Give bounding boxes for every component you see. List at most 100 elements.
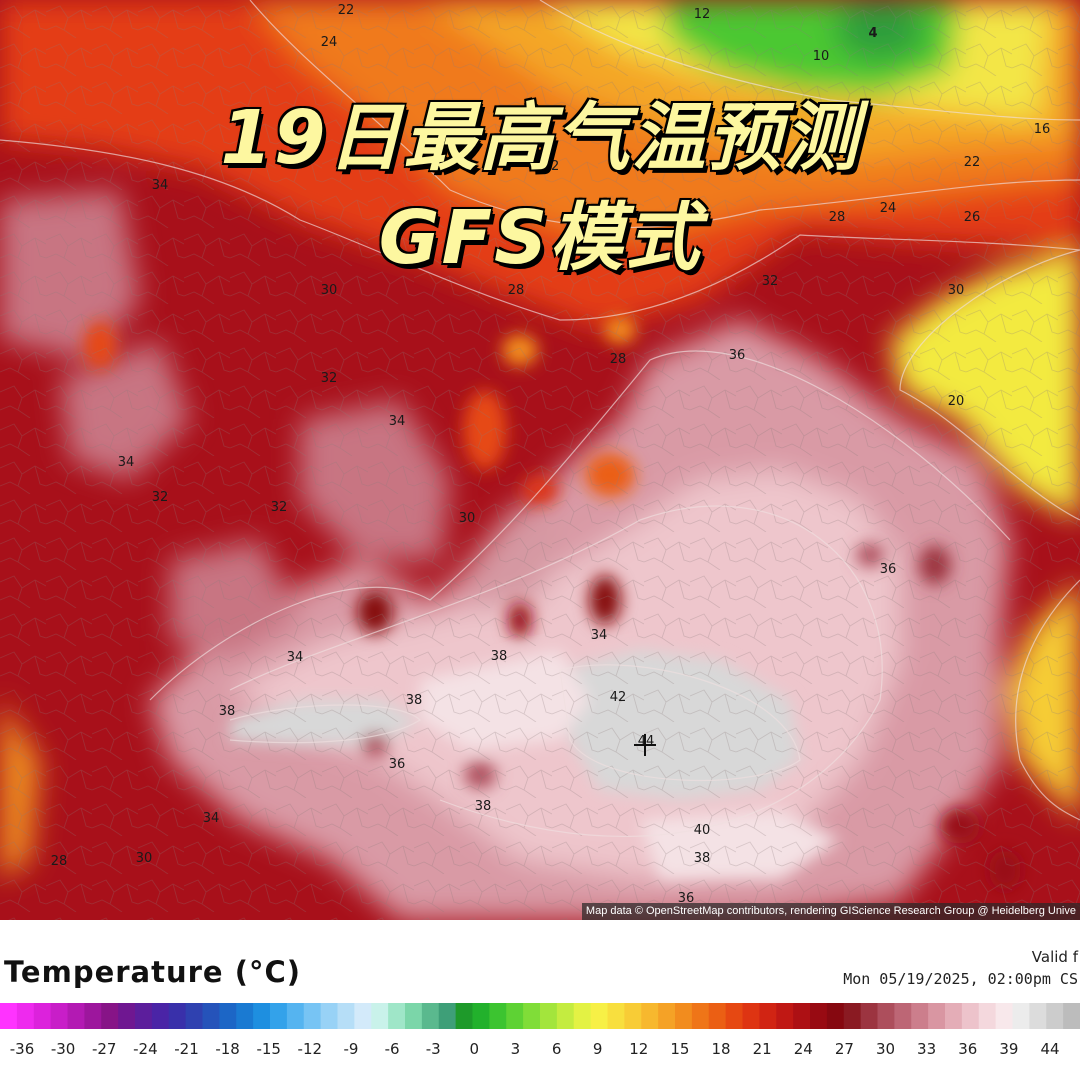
map-attribution[interactable]: Map data © OpenStreetMap contributors, r… (581, 903, 1080, 920)
color-scale-tick-label: -6 (384, 1040, 400, 1058)
contour-label: 24 (880, 201, 897, 216)
color-scale-swatch (658, 1003, 676, 1029)
color-scale-swatch (455, 1003, 474, 1029)
color-scale-swatch (50, 1003, 69, 1029)
color-scale-tick-label: -21 (174, 1040, 199, 1058)
contour-lines (0, 0, 1080, 837)
color-scale-swatch (320, 1003, 339, 1029)
map-title-line-1: 19日最高气温预测 (220, 95, 860, 181)
contour-label: 28 (51, 854, 68, 869)
contour-label: 30 (321, 283, 338, 298)
color-scale-swatch (337, 1003, 355, 1029)
color-scale-tick-label: -15 (256, 1040, 281, 1058)
color-scale-swatch (826, 1003, 845, 1029)
color-scale-swatch (573, 1003, 592, 1029)
color-scale-swatch (911, 1003, 929, 1029)
color-scale-swatch (135, 1003, 153, 1029)
contour-label: 30 (459, 511, 476, 526)
color-scale-swatch (219, 1003, 237, 1029)
color-scale-tick-label: 39 (999, 1040, 1019, 1058)
color-scale-swatch (354, 1003, 372, 1029)
contour-label: 34 (203, 811, 220, 826)
contour-label: 34 (389, 414, 406, 429)
color-scale-swatch (523, 1003, 541, 1029)
contour-label: 38 (491, 649, 508, 664)
contour-label: 30 (948, 283, 965, 298)
color-scale-swatch (641, 1003, 659, 1029)
color-scale-tick-label: 44 (1040, 1040, 1060, 1058)
color-scale-tick-label: -27 (91, 1040, 117, 1058)
contour-label: 34 (591, 628, 608, 643)
contour-label: 38 (406, 693, 423, 708)
color-scale-tick-label: 18 (711, 1040, 731, 1058)
color-scale-swatch (371, 1003, 389, 1029)
color-scale-bar (0, 1003, 1080, 1029)
color-scale-swatch (67, 1003, 85, 1029)
contour-label: 40 (694, 823, 711, 838)
color-scale-swatch (843, 1003, 862, 1029)
color-scale-tick-label: 15 (670, 1040, 690, 1058)
contour-label: 36 (389, 757, 406, 772)
color-scale-swatch (590, 1003, 609, 1029)
color-scale-swatch (928, 1003, 946, 1029)
contour-label: 38 (475, 799, 492, 814)
valid-time-value: Mon 05/19/2025, 02:00pm CS (843, 970, 1078, 988)
color-scale-tick-label: 12 (629, 1040, 649, 1058)
color-scale-swatch (388, 1003, 406, 1029)
contour-label: 36 (678, 891, 695, 906)
map-canvas: 22 24 12 10 4 16 22 22 28 24 26 34 30 28 32 30 28 36 32 20 3… (0, 0, 1080, 920)
valid-time-label: Valid f (1031, 948, 1078, 966)
contour-label: 24 (321, 35, 338, 50)
contour-label: 34 (118, 455, 135, 470)
contour-label: 38 (219, 704, 236, 719)
color-scale-swatch (472, 1003, 490, 1029)
contour-label: 42 (610, 690, 627, 705)
contour-label: 32 (321, 371, 338, 386)
color-scale-tick-label: -30 (50, 1040, 76, 1058)
color-scale-swatch (506, 1003, 524, 1029)
color-scale-swatch (540, 1003, 558, 1029)
color-scale-tick-label: 21 (752, 1040, 772, 1058)
color-scale-swatch (253, 1003, 271, 1029)
color-scale-swatch (438, 1003, 457, 1029)
map-title-line-2: GFS模式 (378, 195, 702, 281)
legend-panel (0, 920, 1080, 1080)
contour-label: 10 (813, 49, 830, 64)
color-scale-swatch (421, 1003, 440, 1029)
color-scale-tick-label: 36 (958, 1040, 978, 1058)
color-scale-swatch (978, 1003, 997, 1029)
temperature-map[interactable]: 22 24 12 10 4 16 22 22 28 24 26 34 30 28 32 30 28 36 32 20 3… (0, 0, 1080, 920)
color-scale-swatch (1012, 1003, 1030, 1029)
color-scale-tick-label: -12 (297, 1040, 323, 1058)
color-scale-tick-label: 27 (834, 1040, 854, 1058)
contour-label: 22 (543, 159, 560, 174)
color-scale-swatch (793, 1003, 811, 1029)
color-scale-tick-label: 33 (917, 1040, 937, 1058)
contour-label: 12 (694, 7, 711, 22)
color-scale-swatch (945, 1003, 963, 1029)
color-scale-swatch (1029, 1003, 1047, 1029)
color-scale-swatch (236, 1003, 254, 1029)
color-scale-swatch (810, 1003, 828, 1029)
color-scale-swatch (759, 1003, 777, 1029)
color-scale-tick-label: -24 (133, 1040, 158, 1058)
color-scale-swatch (1063, 1003, 1080, 1029)
color-scale-tick-label: -3 (425, 1040, 441, 1058)
border-lines (0, 0, 1080, 920)
color-scale-swatch (742, 1003, 760, 1029)
color-scale-swatch (101, 1003, 119, 1029)
contour-label: 20 (948, 394, 965, 409)
contour-label: 36 (729, 348, 746, 363)
color-scale-tick-label: -36 (9, 1040, 35, 1058)
color-scale-tick-label: 0 (469, 1040, 480, 1058)
contour-label: 36 (880, 562, 897, 577)
contour-label: 34 (152, 178, 169, 193)
color-scale-swatch (675, 1003, 693, 1029)
color-scale-swatch (961, 1003, 980, 1029)
color-scale-swatch (708, 1003, 727, 1029)
color-scale-swatch (185, 1003, 204, 1029)
color-scale-swatch (303, 1003, 322, 1029)
contour-label: 32 (152, 490, 169, 505)
legend-title: Temperature (°C) (4, 955, 301, 989)
color-scale-tick-label: 30 (875, 1040, 896, 1058)
